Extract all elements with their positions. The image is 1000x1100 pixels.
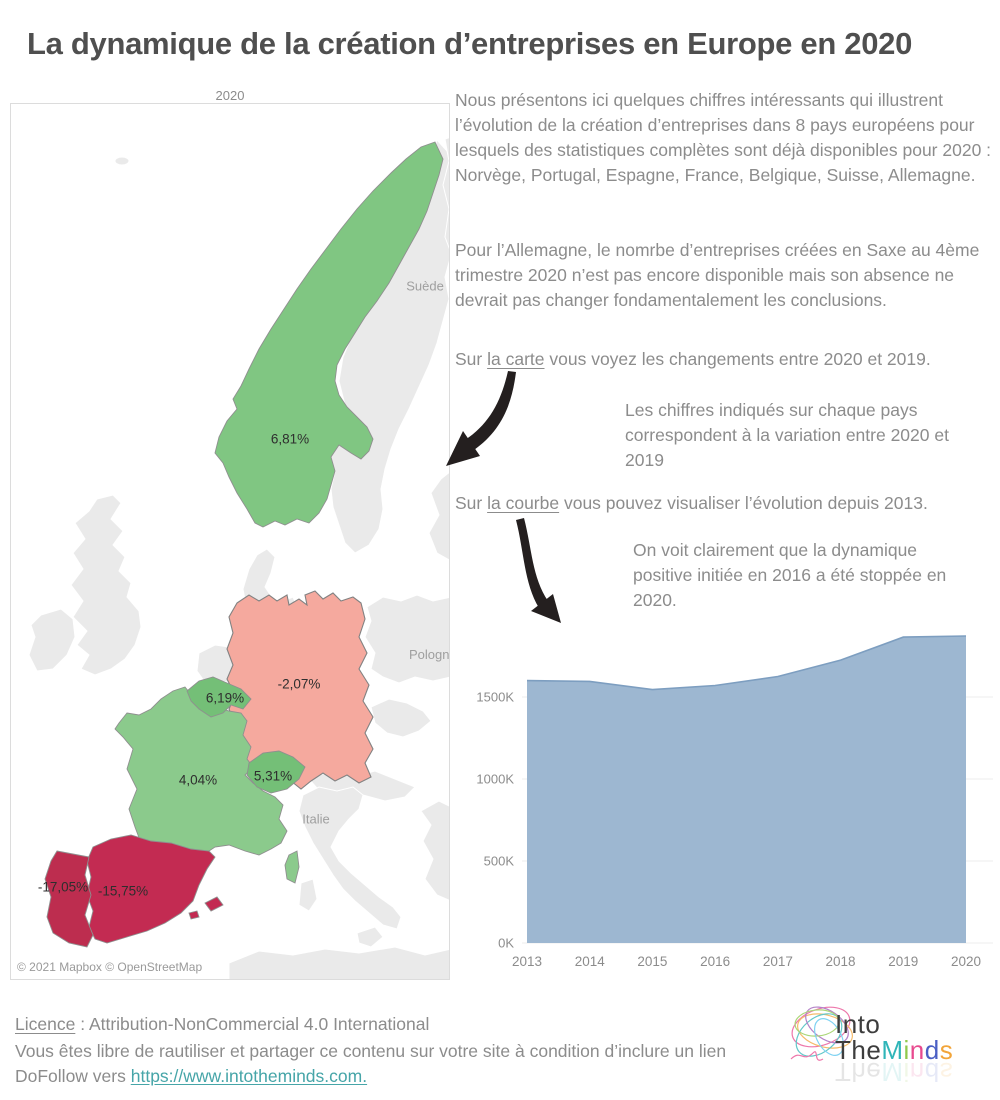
map-value-norway: 6,81% xyxy=(270,431,310,447)
curve-annotation: On voit clairement que la dynamique posi… xyxy=(633,540,947,610)
germany-note-paragraph: Pour l’Allemagne, le nomrbe d’entreprise… xyxy=(455,240,980,310)
map-year-label: 2020 xyxy=(215,88,245,103)
map-balearics xyxy=(204,896,224,912)
europe-map xyxy=(11,104,449,979)
map-italy xyxy=(298,786,402,930)
map-sentence: Sur la carte vous voyez les changements … xyxy=(455,347,1000,372)
map-value-germany: -2,07% xyxy=(277,676,321,692)
svg-text:2016: 2016 xyxy=(700,954,730,969)
map-portugal xyxy=(44,850,94,948)
intotheminds-logo: Into TheMinds TheMinds xyxy=(783,995,998,1095)
curve-sentence: Sur la courbe vous pouvez visualiser l’é… xyxy=(455,491,1000,516)
map-corsica xyxy=(284,850,300,884)
curve-sentence-link: la courbe xyxy=(487,493,560,513)
map-baltics xyxy=(428,471,449,561)
logo-reflection-the: The xyxy=(835,1061,882,1085)
map-sicily xyxy=(356,926,384,948)
map-sardinia xyxy=(298,878,318,912)
map-label-italy: Italie xyxy=(302,811,330,827)
svg-text:2020: 2020 xyxy=(951,954,981,969)
map-balearics-small xyxy=(188,910,200,920)
logo-wordmark: Into TheMinds xyxy=(835,1011,953,1063)
svg-text:2019: 2019 xyxy=(888,954,918,969)
logo-reflection: TheMinds xyxy=(835,1061,953,1085)
map-finland xyxy=(442,137,449,250)
reuse-line: Vous êtes libre de rautiliser et partage… xyxy=(15,1039,770,1089)
map-sentence-link: la carte xyxy=(487,349,545,369)
arrow-to-map-icon xyxy=(446,371,516,466)
map-spain xyxy=(86,834,216,944)
licence-text: : Attribution-NonCommercial 4.0 Internat… xyxy=(75,1014,430,1034)
logo-line1: Into xyxy=(835,1009,881,1039)
svg-text:1000K: 1000K xyxy=(476,772,514,787)
map-belgium xyxy=(186,676,252,718)
map-norway xyxy=(214,141,444,528)
logo-minds: Minds xyxy=(881,1035,954,1065)
map-balkans xyxy=(420,800,449,901)
logo-line2: TheMinds xyxy=(835,1037,953,1063)
licence-label: Licence xyxy=(15,1014,76,1034)
svg-text:500K: 500K xyxy=(484,854,515,869)
map-africa xyxy=(228,946,449,979)
chart-area xyxy=(526,635,967,943)
reuse-text: Vous êtes libre de rautiliser et partage… xyxy=(15,1041,727,1086)
chart-y-axis-labels: 0K 500K 1000K 1500K xyxy=(476,690,514,951)
map-uk xyxy=(70,494,142,676)
map-switzerland xyxy=(246,750,306,794)
map-value-portugal: -17,05% xyxy=(37,879,89,895)
logo-reflection-minds: Minds xyxy=(881,1061,954,1085)
page-title: La dynamique de la création d’entreprise… xyxy=(27,26,913,61)
map-attribution: © 2021 Mapbox © OpenStreetMap xyxy=(13,959,207,975)
svg-text:0K: 0K xyxy=(498,936,514,951)
map-czechia xyxy=(370,698,432,738)
map-poland xyxy=(364,594,449,684)
svg-text:2015: 2015 xyxy=(637,954,667,969)
map-label-poland: Pologne xyxy=(409,647,450,662)
map-value-spain: -15,75% xyxy=(97,883,149,899)
logo-brain-icon xyxy=(790,1006,853,1061)
map-sentence-prefix: Sur xyxy=(455,349,488,369)
intro-paragraph: Nous présentons ici quelques chiffres in… xyxy=(455,90,992,185)
europe-map-panel: Suède Pologne Italie 6,81% -2,07% 6,19% … xyxy=(10,103,450,980)
map-annotation: Les chiffres indiqués sur chaque pays co… xyxy=(625,400,949,470)
map-value-belgium: 6,19% xyxy=(205,690,245,706)
map-sentence-suffix: vous voyez les changements entre 2020 et… xyxy=(544,349,931,369)
chart-x-axis-labels: 2013 2014 2015 2016 2017 2018 2019 2020 xyxy=(512,954,981,969)
logo-the: The xyxy=(835,1035,882,1065)
svg-text:2014: 2014 xyxy=(575,954,606,969)
map-ireland xyxy=(28,608,76,672)
curve-sentence-suffix: vous pouvez visualiser l’évolution depui… xyxy=(559,493,928,513)
curve-sentence-prefix: Sur xyxy=(455,493,488,513)
map-label-sweden: Suède xyxy=(406,278,444,294)
map-colored-countries xyxy=(44,141,444,948)
svg-text:2018: 2018 xyxy=(826,954,856,969)
licence-line: Licence : Attribution-NonCommercial 4.0 … xyxy=(15,1012,775,1037)
intotheminds-link[interactable]: https://www.intotheminds.com. xyxy=(130,1066,368,1086)
map-value-switzerland: 5,31% xyxy=(253,768,293,784)
svg-text:2017: 2017 xyxy=(763,954,793,969)
svg-text:2013: 2013 xyxy=(512,954,542,969)
map-value-france: 4,04% xyxy=(178,772,218,788)
svg-text:1500K: 1500K xyxy=(476,690,514,705)
